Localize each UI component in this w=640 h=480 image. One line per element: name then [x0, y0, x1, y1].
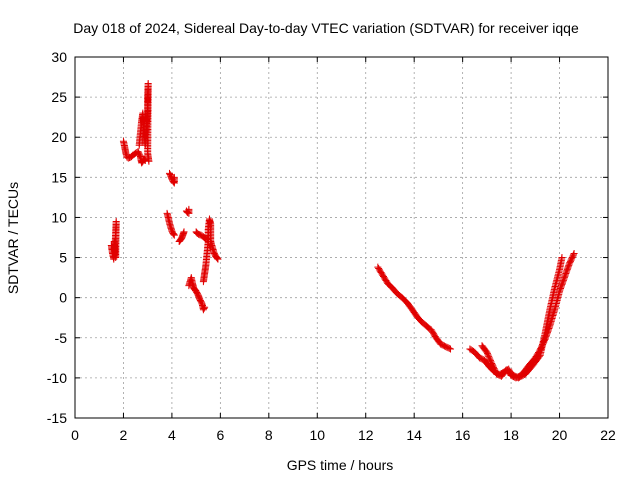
data-point-marker	[170, 230, 178, 238]
y-tick-label: 5	[59, 250, 67, 266]
series-early-4	[165, 169, 178, 187]
data-point-marker	[570, 250, 578, 258]
data-point-marker	[447, 345, 455, 353]
data-point-marker	[185, 205, 193, 213]
x-tick-label: 0	[71, 427, 79, 443]
series-early-2	[119, 137, 149, 167]
grid-layer	[75, 57, 608, 418]
data-point-marker	[170, 231, 178, 239]
y-tick-label: -5	[55, 330, 68, 346]
y-tick-label: 30	[51, 49, 67, 65]
y-tick-label: 20	[51, 129, 67, 145]
y-tick-label: 15	[51, 169, 67, 185]
chart-title: Day 018 of 2024, Sidereal Day-to-day VTE…	[73, 20, 579, 36]
y-tick-label: 10	[51, 209, 67, 225]
series-early-7	[182, 205, 193, 217]
x-tick-label: 2	[120, 427, 128, 443]
series-early-8	[185, 274, 209, 314]
series-late-3	[478, 254, 566, 382]
y-tick-label: 25	[51, 89, 67, 105]
x-tick-label: 4	[168, 427, 176, 443]
data-point-marker	[201, 303, 209, 311]
data-point-marker	[200, 304, 208, 312]
y-tick-label: -15	[47, 410, 67, 426]
data-point-marker	[169, 229, 177, 237]
data-point-marker	[213, 254, 221, 262]
data-point-marker	[184, 209, 192, 217]
x-tick-label: 22	[600, 427, 616, 443]
y-tick-label: 0	[59, 290, 67, 306]
data-point-marker	[170, 173, 178, 181]
x-tick-label: 16	[455, 427, 471, 443]
series-early-1	[107, 217, 120, 263]
data-point-marker	[145, 157, 153, 165]
plot-frame	[74, 56, 609, 419]
data-point-marker	[213, 254, 221, 262]
x-tick-label: 10	[309, 427, 325, 443]
y-tick-label: -10	[47, 370, 67, 386]
series-early-6	[175, 228, 188, 246]
tick-layer: 0 2 4 6 8 10 12 14 16 18 20 22 -15 -10 -5 0 5 10 15 20 25 30	[47, 49, 616, 443]
data-point-marker	[214, 255, 222, 263]
data-point-marker	[110, 238, 118, 246]
x-tick-label: 18	[503, 427, 519, 443]
data-point-marker	[180, 228, 188, 236]
x-tick-label: 12	[358, 427, 374, 443]
data-point-marker	[558, 254, 566, 262]
data-point-marker	[445, 344, 453, 352]
series-late-1	[374, 263, 455, 353]
data-point-marker	[569, 251, 577, 259]
x-tick-label: 8	[265, 427, 273, 443]
series-early-5	[163, 209, 178, 239]
x-tick-label: 6	[216, 427, 224, 443]
x-tick-label: 14	[406, 427, 422, 443]
series-early-11	[207, 238, 222, 263]
x-tick-label: 20	[552, 427, 568, 443]
x-axis-label: GPS time / hours	[287, 457, 394, 473]
y-axis-label: SDTVAR / TECUs	[5, 182, 21, 294]
series-early-3	[135, 79, 153, 165]
data-layer	[107, 79, 578, 382]
